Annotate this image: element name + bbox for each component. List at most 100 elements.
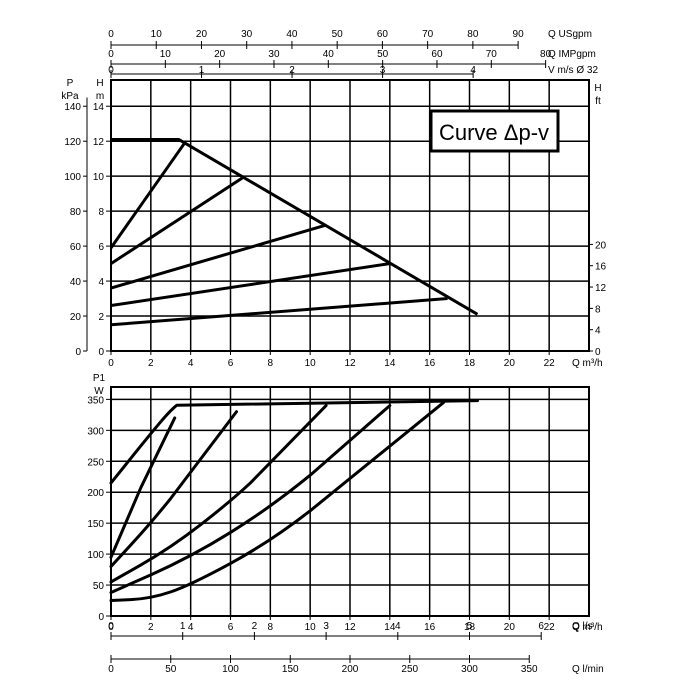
top-axis-tick-label: 0 [108,65,114,76]
head-curve-4 [110,223,327,290]
y-tick-label-p: 120 [64,137,81,148]
bottom-axis-label: Q l/s [572,621,593,632]
bottom-axis-tick-label: 3 [323,621,329,632]
chart-title: Curve Δp-v [439,120,549,145]
y-tick-label: 150 [87,519,104,530]
bottom-axis-tick-label: 350 [521,664,538,675]
y-tick-label-p: 0 [75,347,81,358]
top-axis-tick-label: 0 [108,49,114,60]
y-tick-label-ft: 4 [595,326,601,337]
bottom-axis-tick-label: 50 [165,664,177,675]
x-tick-label: 10 [305,358,317,369]
y-tick-label-h: 4 [98,277,104,288]
y-axis-unit: W [94,386,104,397]
x-tick-label: 0 [108,622,114,633]
x-tick-label: 6 [228,622,234,633]
y-tick-label-h: 0 [98,347,104,358]
top-axis-tick-label: 60 [377,29,389,40]
y-tick-label-ft: 20 [595,240,607,251]
head-curve-2 [109,142,186,249]
y-tick-label: 0 [98,612,104,623]
power-curve-chart: 0 2 4 6 8 10 12 14 16 18 20 22 Q m³/h050100150200250… [87,373,603,675]
x-tick-label: 22 [544,622,556,633]
curve-title-box: Curve Δp-v [429,109,560,153]
top-axis-tick-label: 20 [196,29,208,40]
power-curve-1 [109,399,479,485]
x-tick-label: 8 [268,622,274,633]
x-tick-label: 20 [504,358,516,369]
top-axis-tick-label: 40 [286,29,298,40]
top-axis-tick-label: 60 [431,49,443,60]
x-tick-label: 4 [188,622,194,633]
head-curve-5 [110,262,391,308]
top-axis-tick-label: 70 [486,49,498,60]
y-tick-label: 100 [87,550,104,561]
x-tick-label: 16 [424,358,436,369]
x-tick-label: 2 [148,358,154,369]
head-curve-3 [110,176,244,265]
x-tick-label: 22 [544,358,556,369]
power-curve-2 [109,416,177,559]
y-tick-label-p: 20 [70,312,82,323]
x-tick-label: 12 [344,622,356,633]
top-axis-tick-label: 80 [467,29,479,40]
y-tick-label: 200 [87,488,104,499]
top-axis-tick-label: 70 [422,29,434,40]
top-axis-label: Q IMPgpm [548,49,596,60]
x-tick-label: 14 [384,358,396,369]
y-tick-label-h: 10 [93,172,105,183]
power-curve-3 [109,410,238,568]
y-axis-label-p: P [67,78,74,89]
top-axis-tick-label: 30 [268,49,280,60]
x-tick-label: 0 [108,358,114,369]
y-axis-unit-h: m [96,91,104,102]
bottom-axis-tick-label: 1 [180,621,186,632]
bottom-axis-tick-label: 0 [108,621,114,632]
y-tick-label-h: 6 [98,242,104,253]
x-tick-label: 18 [464,358,476,369]
top-axis-tick-label: 50 [377,49,389,60]
bottom-axis-tick-label: 300 [461,664,478,675]
x-tick-label: 4 [188,358,194,369]
top-axis-label: Q USgpm [548,29,592,40]
x-tick-label: 10 [305,622,317,633]
y-axis-label-ft: H [594,83,601,94]
bottom-axis-label: Q l/min [572,664,604,675]
y-axis-label: P1 [93,373,106,384]
y-tick-label-h: 12 [93,137,105,148]
y-axis-label-h: H [96,78,103,89]
top-axis-tick-label: 90 [513,29,525,40]
y-tick-label: 250 [87,457,104,468]
top-axis-tick-label: 1 [199,65,205,76]
head-curve-6 [110,297,448,327]
bottom-axis-tick-label: 0 [108,664,114,675]
y-tick-label-p: 60 [70,242,82,253]
y-axis-unit-p: kPa [61,91,79,102]
bottom-axis-tick-label: 6 [538,621,544,632]
top-axis-tick-label: 80 [540,49,552,60]
y-tick-label-ft: 0 [595,347,601,358]
power-curve-5 [109,404,392,594]
bottom-axis-tick-label: 100 [222,664,239,675]
top-axis-tick-label: 50 [332,29,344,40]
top-axis-tick-label: 2 [289,65,295,76]
x-axis-label: Q m³/h [572,622,603,633]
x-tick-label: 20 [504,622,516,633]
top-axis-tick-label: 30 [241,29,253,40]
y-tick-label: 300 [87,426,104,437]
y-tick-label-ft: 12 [595,283,607,294]
y-tick-label: 50 [93,581,105,592]
y-tick-label-h: 8 [98,207,104,218]
power-curve-4 [109,404,328,584]
x-tick-label: 16 [424,622,436,633]
bottom-axis-tick-label: 4 [395,621,401,632]
top-axis-tick-label: 40 [323,49,335,60]
top-axis-tick-label: 3 [380,65,386,76]
y-tick-label-ft: 8 [595,304,601,315]
bottom-axis-tick-label: 200 [342,664,359,675]
top-axis-tick-label: 10 [151,29,163,40]
y-tick-label-ft: 16 [595,262,607,273]
y-tick-label-p: 100 [64,172,81,183]
top-axis-tick-label: 10 [160,49,172,60]
